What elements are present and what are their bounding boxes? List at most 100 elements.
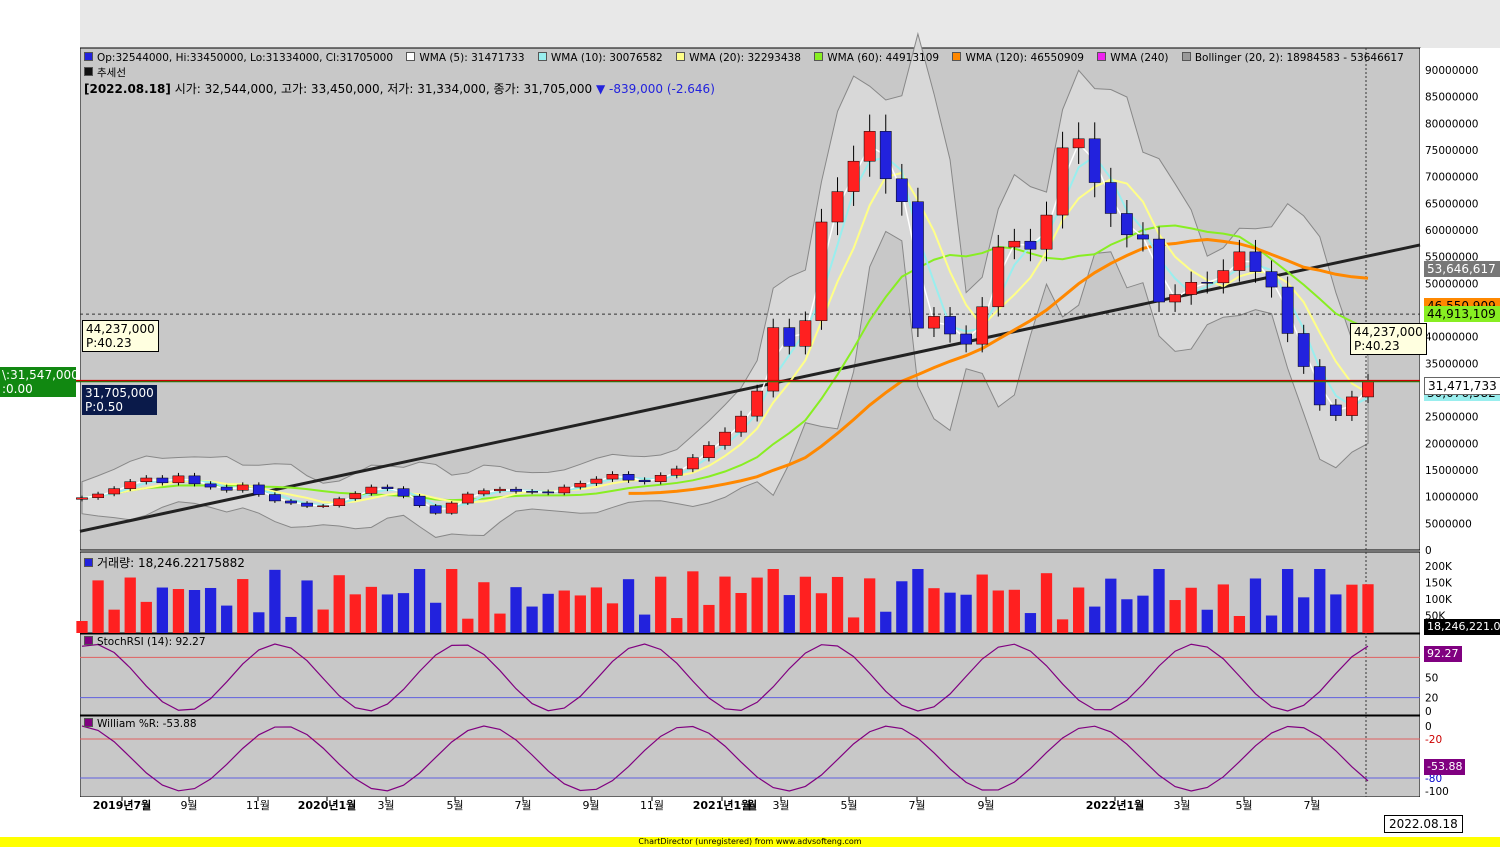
x-tick-label: 2020년1월 (298, 798, 357, 812)
volume-bar (912, 569, 924, 633)
candle-body (494, 488, 506, 492)
volume-bar (237, 579, 249, 633)
volume-bar (478, 582, 490, 633)
candle-body (124, 481, 137, 489)
x-tick-label: 9월 (180, 799, 197, 812)
price-tick-label: 0 (1425, 545, 1432, 557)
volume-bar (413, 569, 426, 633)
header-text: 시가: 32,544,000, 고가: 33,450,000, 저가: 31,3… (174, 82, 593, 96)
volume-bar (446, 569, 458, 633)
x-tick-label: 11월 (640, 799, 664, 812)
volume-legend: 거래량: 18,246.22175882 (84, 554, 245, 571)
edge-price-value: \:31,547,000 (2, 368, 79, 382)
edge-price-p: :0.00 (2, 382, 33, 396)
wma60-line (81, 224, 1369, 502)
volume-last-tag: 18,246,221.00 (1424, 619, 1500, 635)
legend-wma240: WMA (240) (1110, 52, 1169, 64)
x-tick-label: 2019년7월 (93, 798, 152, 812)
stochrsi-tick-label: 20 (1425, 693, 1438, 705)
crosshair-tag-right: 44,237,000 P:40.23 (1350, 323, 1427, 355)
candle-body (365, 486, 378, 494)
candle-body (1249, 251, 1262, 272)
volume-label: 거래량: 18,246.22175882 (97, 556, 245, 570)
candle-body (1297, 333, 1310, 367)
stochrsi-label: StochRSI (14): 92.27 (97, 636, 206, 648)
candle-body (879, 131, 892, 180)
candle-body (1153, 238, 1165, 303)
candle-body (1072, 138, 1085, 149)
volume-bar (349, 594, 361, 633)
volume-bar (365, 586, 377, 633)
price-tick-label: 85000000 (1425, 92, 1478, 104)
volume-bar (1137, 595, 1149, 633)
price-tick-label: 35000000 (1425, 358, 1478, 370)
ohlc-header: [2022.08.18] 시가: 32,544,000, 고가: 33,450,… (84, 80, 715, 97)
candle-body (863, 131, 876, 162)
candle-body (1281, 286, 1294, 334)
volume-bar (735, 593, 747, 633)
candle-body (638, 479, 651, 482)
volume-bar (896, 581, 908, 633)
volume-bar (574, 595, 586, 633)
panel-bg-3 (79, 715, 1421, 798)
edge-price-tag: \:31,547,000:0.00 (0, 367, 79, 397)
volume-bar (928, 588, 940, 633)
volume-bar (992, 590, 1004, 633)
candle-body (1008, 240, 1021, 248)
candle-body (220, 486, 233, 491)
legend-wma10: WMA (10): 30076582 (550, 52, 663, 64)
candle-body (301, 502, 313, 507)
price-tick-label: 75000000 (1425, 145, 1478, 157)
volume-bar (92, 580, 104, 633)
volume-bar (1185, 587, 1197, 633)
candle-body (413, 495, 426, 506)
volume-bar (558, 590, 570, 633)
time-axis-area (0, 797, 1500, 837)
stochrsi-last-tag: 92.27 (1424, 646, 1462, 662)
volume-bar (1217, 584, 1229, 633)
volume-bar (333, 575, 345, 633)
left-margin (0, 0, 80, 837)
williams-tick-label: -80 (1425, 773, 1442, 785)
volume-bar (783, 595, 795, 633)
volume-bar (847, 617, 860, 633)
volume-bar (124, 577, 136, 633)
wma5-tag: 31,471,733 (1424, 377, 1500, 395)
candle-body (1346, 396, 1358, 416)
volume-bar (815, 593, 828, 633)
candle-body (381, 486, 394, 489)
volume-bar (1233, 615, 1246, 633)
candle-body (992, 246, 1005, 308)
volume-bar (397, 593, 410, 633)
x-tick-label: 5월 (446, 799, 463, 812)
candle-body (1120, 213, 1133, 236)
candle-body (542, 491, 555, 494)
volume-bar (1056, 619, 1069, 633)
crosshair-p-right: P:40.23 (1354, 339, 1400, 353)
candle-body (1169, 294, 1181, 303)
price-tick-label: 65000000 (1425, 198, 1478, 210)
stochrsi-line (81, 643, 1369, 712)
volume-bar (188, 590, 201, 633)
candle-body (847, 160, 860, 192)
candle-body (1217, 270, 1230, 284)
volume-bar (944, 592, 956, 633)
last-price-p: P:0.50 (85, 400, 123, 414)
candle-body (1185, 282, 1198, 295)
volume-bar (1265, 615, 1278, 633)
volume-bar (1249, 578, 1262, 633)
candle-body (188, 475, 201, 485)
candle-body (1056, 147, 1069, 216)
x-tick-label: 3월 (772, 799, 789, 812)
price-tick-label: 25000000 (1425, 412, 1478, 424)
candle-body (928, 316, 940, 329)
candle-body (1088, 138, 1101, 183)
volume-bar (831, 576, 844, 633)
price-tick-label: 90000000 (1425, 65, 1478, 77)
trend-legend: 추세선 (84, 65, 126, 80)
volume-bar (976, 574, 988, 633)
candle-body (1313, 366, 1326, 406)
candle-body (1362, 380, 1374, 398)
volume-bar (1330, 594, 1342, 633)
